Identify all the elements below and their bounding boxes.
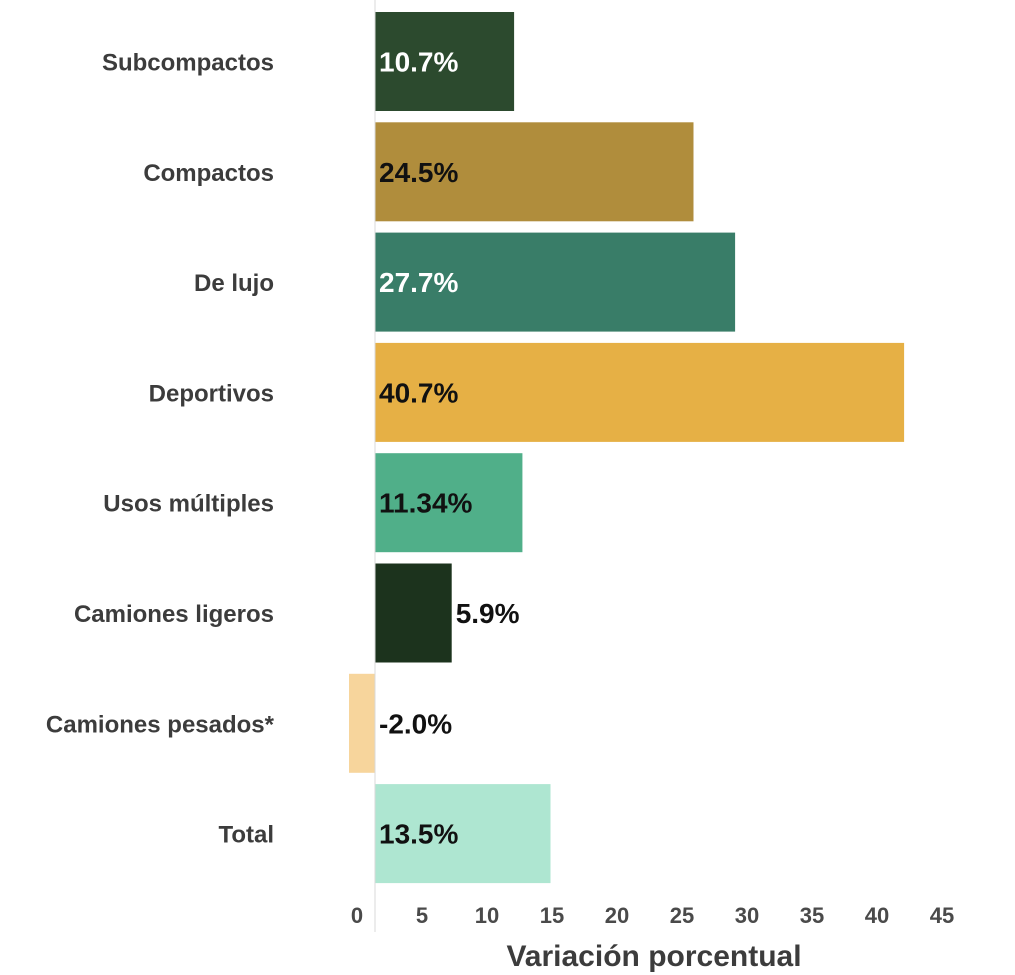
- bar: [375, 784, 551, 884]
- value-labels: 10.7% 24.5% 27.7% 40.7% 11.34% 5.9% -2.0% 13.5%: [379, 47, 520, 850]
- bar: [375, 232, 736, 332]
- category-label: Camiones pesados*: [46, 711, 275, 738]
- value-label: 24.5%: [379, 157, 458, 188]
- x-tick-label: 15: [540, 903, 564, 928]
- x-tick-label: 45: [930, 903, 954, 928]
- value-label: 27.7%: [379, 267, 458, 298]
- category-label: De lujo: [194, 270, 274, 297]
- x-axis-title: Variación porcentual: [506, 940, 801, 973]
- bar: [375, 122, 694, 222]
- category-labels: Subcompactos Compactos De lujo Deportivos Us…: [46, 50, 275, 849]
- bar: [375, 342, 905, 442]
- value-label: 5.9%: [456, 598, 520, 629]
- category-label: Total: [218, 822, 274, 849]
- value-label: 40.7%: [379, 377, 458, 408]
- x-tick-label: 40: [865, 903, 889, 928]
- value-label: 10.7%: [379, 47, 458, 78]
- value-label: 11.34%: [379, 488, 473, 519]
- bars-group: [349, 12, 905, 884]
- x-tick-label: 0: [351, 903, 363, 928]
- x-tick-label: 5: [416, 903, 428, 928]
- category-label: Deportivos: [149, 380, 274, 407]
- x-axis-ticks: 0 5 10 15 20 25 30 35 40 45: [351, 903, 954, 928]
- bar: [349, 673, 375, 773]
- x-tick-label: 30: [735, 903, 759, 928]
- value-label: -2.0%: [379, 708, 452, 739]
- x-tick-label: 35: [800, 903, 824, 928]
- value-label: 13.5%: [379, 819, 458, 850]
- bar: [375, 12, 515, 111]
- x-tick-label: 25: [670, 903, 694, 928]
- bar: [375, 563, 452, 663]
- category-label: Compactos: [143, 160, 274, 187]
- category-label: Usos múltiples: [103, 491, 274, 518]
- category-label: Camiones ligeros: [74, 601, 274, 628]
- x-tick-label: 10: [475, 903, 499, 928]
- x-tick-label: 20: [605, 903, 629, 928]
- bar: [375, 453, 523, 553]
- category-label: Subcompactos: [102, 50, 274, 77]
